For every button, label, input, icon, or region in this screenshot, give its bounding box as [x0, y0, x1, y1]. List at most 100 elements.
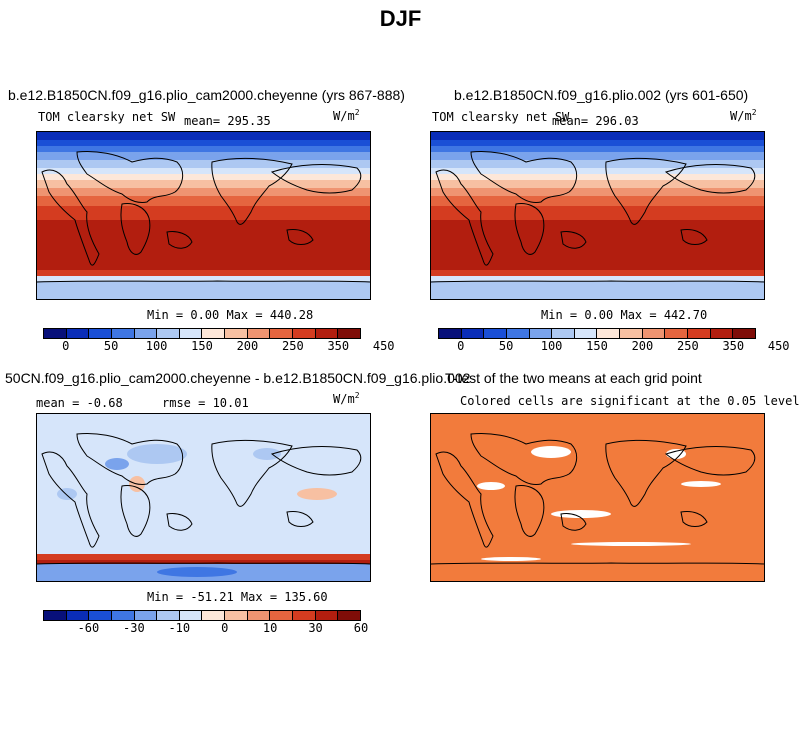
coastline — [680, 511, 708, 527]
panel4-coastlines — [431, 433, 764, 565]
colorbar-cell — [529, 329, 553, 338]
colorbar-cell — [89, 329, 112, 338]
coastline — [41, 169, 100, 266]
coastline — [680, 229, 708, 245]
field-anomaly — [57, 488, 77, 500]
coastline — [76, 433, 184, 485]
panel2-mean: mean= 296.03 — [552, 114, 639, 128]
coastline — [605, 157, 687, 225]
field-anomaly — [127, 444, 187, 464]
field-band — [37, 554, 370, 560]
field-band — [37, 168, 370, 174]
coastline — [166, 513, 193, 531]
field-band — [431, 196, 764, 206]
coastline — [41, 451, 100, 548]
field-background — [431, 414, 764, 581]
colorbar-cell — [506, 329, 530, 338]
panel1-coastlines — [37, 151, 370, 283]
panel1-mean: mean= 295.35 — [184, 114, 271, 128]
colorbar-cell — [44, 611, 67, 620]
field-band — [37, 276, 370, 281]
colorbar-cell — [338, 329, 360, 338]
field-band — [37, 132, 370, 140]
field-band — [431, 188, 764, 196]
colorbar-tick-label: 350 — [722, 339, 745, 353]
colorbar-cell — [111, 611, 135, 620]
colorbar-cell — [439, 329, 462, 338]
colorbar-tick-label: 0 — [221, 621, 229, 635]
panel3-rmse: rmse = 10.01 — [162, 396, 249, 410]
field-band — [431, 206, 764, 220]
panel3-map — [36, 413, 371, 582]
panel3-coastlines — [37, 433, 370, 565]
colorbar-tick-label: 250 — [677, 339, 699, 353]
coastline — [120, 485, 151, 537]
colorbar-tick-label: 200 — [236, 339, 259, 353]
colorbar-cell — [270, 611, 294, 620]
coastline — [431, 280, 764, 283]
field-band — [37, 220, 370, 270]
field-band — [37, 160, 370, 168]
colorbar-tick-label: 350 — [327, 339, 350, 353]
panel2-coastlines — [431, 151, 764, 283]
colorbar-cell — [315, 611, 339, 620]
field-band — [37, 180, 370, 188]
panel1-colorbar-cells — [43, 328, 361, 339]
panel2-field — [431, 132, 764, 299]
colorbar-cell — [134, 329, 158, 338]
coastline — [37, 562, 370, 565]
colorbar-cell — [484, 329, 507, 338]
colorbar-cell — [157, 611, 180, 620]
coastline — [605, 439, 687, 507]
panel1-colorbar: 0 50 100 150 200 250 350 450 — [43, 328, 395, 353]
coastline — [514, 203, 545, 255]
colorbar-cell — [270, 329, 294, 338]
coastline — [560, 513, 587, 531]
colorbar-cell — [552, 329, 575, 338]
colorbar-tick-label: -10 — [168, 621, 191, 635]
colorbar-cell — [315, 329, 339, 338]
colorbar-cell — [44, 329, 67, 338]
colorbar-cell — [111, 329, 135, 338]
colorbar-tick-label: 100 — [540, 339, 563, 353]
panel3-colorbar: -60 -30 -10 0 10 30 60 — [43, 610, 368, 635]
field-band — [431, 146, 764, 152]
field-band — [37, 188, 370, 196]
colorbar-tick-label: 200 — [631, 339, 654, 353]
field-band — [431, 152, 764, 160]
colorbar-cell — [225, 611, 248, 620]
colorbar-cell — [338, 611, 360, 620]
colorbar-cell — [179, 611, 203, 620]
coastline — [76, 151, 184, 203]
field-band — [431, 132, 764, 140]
field-band — [431, 276, 764, 281]
coastline — [560, 231, 587, 249]
page-title: DJF — [379, 6, 422, 31]
field-anomaly — [297, 488, 337, 500]
coastline — [514, 485, 545, 537]
panel4-map — [430, 413, 765, 582]
field-band — [431, 168, 764, 174]
panel1-title: b.e12.B1850CN.f09_g16.plio_cam2000.cheye… — [8, 87, 405, 103]
panel3-minmax: Min = -51.21 Max = 135.60 — [147, 590, 328, 604]
panel1-map — [36, 131, 371, 300]
colorbar-cell — [710, 329, 734, 338]
colorbar-cell — [89, 611, 112, 620]
field-anomaly — [157, 567, 237, 577]
panel3-field — [37, 414, 370, 581]
coastline — [211, 157, 293, 225]
coastline — [270, 446, 362, 476]
colorbar-cell — [293, 611, 316, 620]
panel2-colorbar-cells — [438, 328, 756, 339]
colorbar-tick-label: 0 — [62, 339, 70, 353]
coastline — [470, 151, 578, 203]
colorbar-cell — [665, 329, 689, 338]
colorbar-tick-label: -60 — [77, 621, 100, 635]
colorbar-cell — [157, 329, 180, 338]
field-band — [431, 281, 764, 299]
coastline — [435, 169, 494, 266]
colorbar-cell — [66, 611, 90, 620]
colorbar-tick-label: 450 — [767, 339, 790, 353]
coastline — [211, 439, 293, 507]
field-band — [431, 174, 764, 180]
